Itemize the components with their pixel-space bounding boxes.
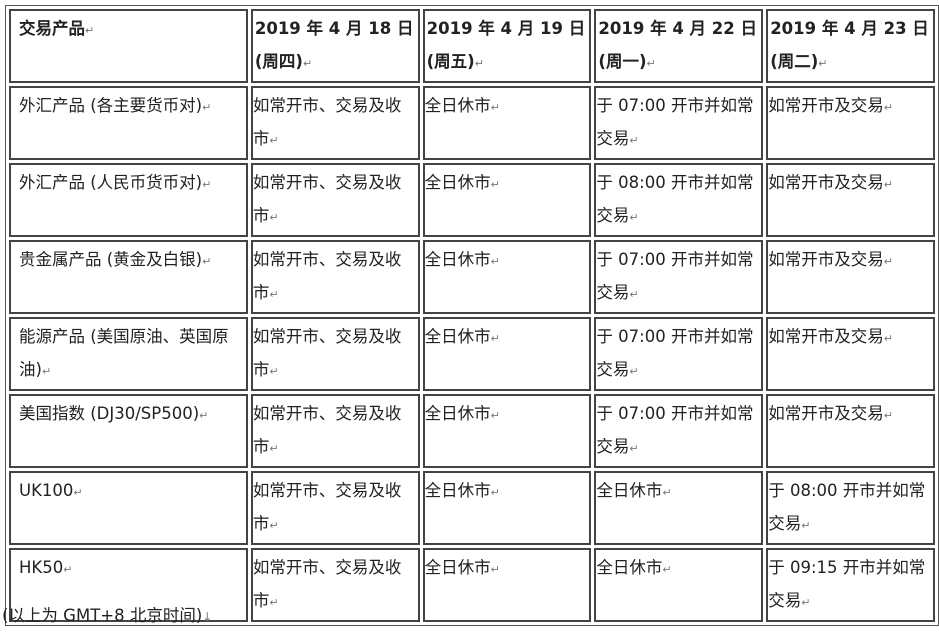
table-row: 外汇产品 (各主要货币对) 如常开市、交易及收市 全日休市 于 07:00 开市并如常… <box>9 86 935 160</box>
schedule-cell: 如常开市、交易及收市 <box>250 394 420 468</box>
schedule-cell: 于 07:00 开市并如常交易 <box>594 240 764 314</box>
schedule-cell: 全日休市 <box>422 471 592 545</box>
schedule-cell: 全日休市 <box>422 394 592 468</box>
cell-text: 全日休市 <box>425 96 500 115</box>
cell-text: UK100 <box>19 481 83 500</box>
cell-text: HK50 <box>19 558 72 577</box>
schedule-cell: 如常开市及交易 <box>766 394 935 468</box>
cell-text: 如常开市、交易及收市 <box>253 250 402 302</box>
schedule-cell: 全日休市 <box>594 548 764 622</box>
cell-text: 如常开市、交易及收市 <box>253 481 402 533</box>
cell-text: 外汇产品 (人民币货币对) <box>19 173 211 192</box>
cell-text: 于 08:00 开市并如常交易 <box>596 173 753 225</box>
column-header: 2019 年 4 月 22 日(周一) <box>594 9 764 83</box>
cell-text: 于 07:00 开市并如常交易 <box>596 250 753 302</box>
cell-text: 于 08:00 开市并如常交易 <box>768 481 925 533</box>
table-row: HK50 如常开市、交易及收市 全日休市 全日休市 于 09:15 开市并如常交易 <box>9 548 935 622</box>
cell-text: 如常开市及交易 <box>768 173 893 192</box>
header-text: 交易产品 <box>19 19 94 38</box>
schedule-cell: 全日休市 <box>422 163 592 237</box>
header-text: 2019 年 4 月 22 日(周一) <box>598 19 757 71</box>
schedule-cell: 全日休市 <box>422 548 592 622</box>
schedule-cell: 全日休市 <box>422 240 592 314</box>
table-row: 外汇产品 (人民币货币对) 如常开市、交易及收市 全日休市 于 08:00 开市并如常… <box>9 163 935 237</box>
schedule-cell: 于 07:00 开市并如常交易 <box>594 394 764 468</box>
cell-text: 如常开市、交易及收市 <box>253 327 402 379</box>
cell-text: 于 07:00 开市并如常交易 <box>596 404 753 456</box>
schedule-cell: 于 08:00 开市并如常交易 <box>766 471 935 545</box>
header-text: 2019 年 4 月 23 日(周二) <box>770 19 929 71</box>
schedule-cell: 如常开市、交易及收市 <box>250 317 420 391</box>
column-header: 2019 年 4 月 23 日(周二) <box>766 9 935 83</box>
schedule-cell: 全日休市 <box>422 317 592 391</box>
product-cell: 能源产品 (美国原油、英国原油) <box>9 317 248 391</box>
cell-text: 如常开市及交易 <box>768 327 893 346</box>
cell-text: 于 07:00 开市并如常交易 <box>596 96 753 148</box>
schedule-cell: 如常开市、交易及收市 <box>250 163 420 237</box>
product-cell: 外汇产品 (人民币货币对) <box>9 163 248 237</box>
cell-text: 全日休市 <box>425 558 500 577</box>
cell-text: 于 09:15 开市并如常交易 <box>768 558 925 610</box>
cell-text: 贵金属产品 (黄金及白银) <box>19 250 211 269</box>
cell-text: 全日休市 <box>425 404 500 423</box>
product-cell: 外汇产品 (各主要货币对) <box>9 86 248 160</box>
schedule-cell: 如常开市及交易 <box>766 240 935 314</box>
schedule-cell: 于 07:00 开市并如常交易 <box>594 317 764 391</box>
product-cell: 贵金属产品 (黄金及白银) <box>9 240 248 314</box>
schedule-cell: 如常开市、交易及收市 <box>250 548 420 622</box>
table-row: 贵金属产品 (黄金及白银) 如常开市、交易及收市 全日休市 于 07:00 开市并如常… <box>9 240 935 314</box>
cell-text: 全日休市 <box>596 481 671 500</box>
schedule-cell: 于 08:00 开市并如常交易 <box>594 163 764 237</box>
cell-text: 全日休市 <box>425 327 500 346</box>
schedule-cell: 全日休市 <box>594 471 764 545</box>
schedule-cell: 如常开市、交易及收市 <box>250 86 420 160</box>
schedule-cell: 如常开市、交易及收市 <box>250 240 420 314</box>
cell-text: 如常开市及交易 <box>768 96 893 115</box>
schedule-cell: 如常开市及交易 <box>766 163 935 237</box>
schedule-cell: 如常开市及交易 <box>766 86 935 160</box>
schedule-cell: 于 09:15 开市并如常交易 <box>766 548 935 622</box>
cell-text: 外汇产品 (各主要货币对) <box>19 96 211 115</box>
cell-text: 全日休市 <box>425 250 500 269</box>
cell-text: 如常开市、交易及收市 <box>253 173 402 225</box>
cell-text: 如常开市、交易及收市 <box>253 96 402 148</box>
cell-text: 全日休市 <box>425 173 500 192</box>
cell-text: 全日休市 <box>425 481 500 500</box>
cell-text: 如常开市及交易 <box>768 404 893 423</box>
schedule-cell: 如常开市及交易 <box>766 317 935 391</box>
cell-text: 全日休市 <box>596 558 671 577</box>
table-row: UK100 如常开市、交易及收市 全日休市 全日休市 于 08:00 开市并如常交易 <box>9 471 935 545</box>
product-cell: 美国指数 (DJ30/SP500) <box>9 394 248 468</box>
holiday-trading-table: 交易产品 2019 年 4 月 18 日(周四)2019 年 4 月 19 日(周… <box>5 5 939 626</box>
cell-text: 能源产品 (美国原油、英国原油) <box>19 327 229 379</box>
cell-text: 美国指数 (DJ30/SP500) <box>19 404 208 423</box>
header-row: 交易产品 2019 年 4 月 18 日(周四)2019 年 4 月 19 日(周… <box>9 9 935 83</box>
product-cell: UK100 <box>9 471 248 545</box>
table-row: 能源产品 (美国原油、英国原油) 如常开市、交易及收市 全日休市 于 07:00 开市… <box>9 317 935 391</box>
column-header: 交易产品 <box>9 9 248 83</box>
schedule-cell: 如常开市、交易及收市 <box>250 471 420 545</box>
schedule-cell: 全日休市 <box>422 86 592 160</box>
cell-text: 如常开市及交易 <box>768 250 893 269</box>
column-header: 2019 年 4 月 18 日(周四) <box>250 9 420 83</box>
column-header: 2019 年 4 月 19 日(周五) <box>422 9 592 83</box>
header-text: 2019 年 4 月 18 日(周四) <box>255 19 414 71</box>
footnote: (以上为 GMT+8 北京时间) <box>2 602 212 626</box>
table-row: 美国指数 (DJ30/SP500) 如常开市、交易及收市 全日休市 于 07:00 开… <box>9 394 935 468</box>
cell-text: 如常开市、交易及收市 <box>253 558 402 610</box>
cell-text: 于 07:00 开市并如常交易 <box>596 327 753 379</box>
header-text: 2019 年 4 月 19 日(周五) <box>427 19 586 71</box>
cell-text: 如常开市、交易及收市 <box>253 404 402 456</box>
schedule-cell: 于 07:00 开市并如常交易 <box>594 86 764 160</box>
